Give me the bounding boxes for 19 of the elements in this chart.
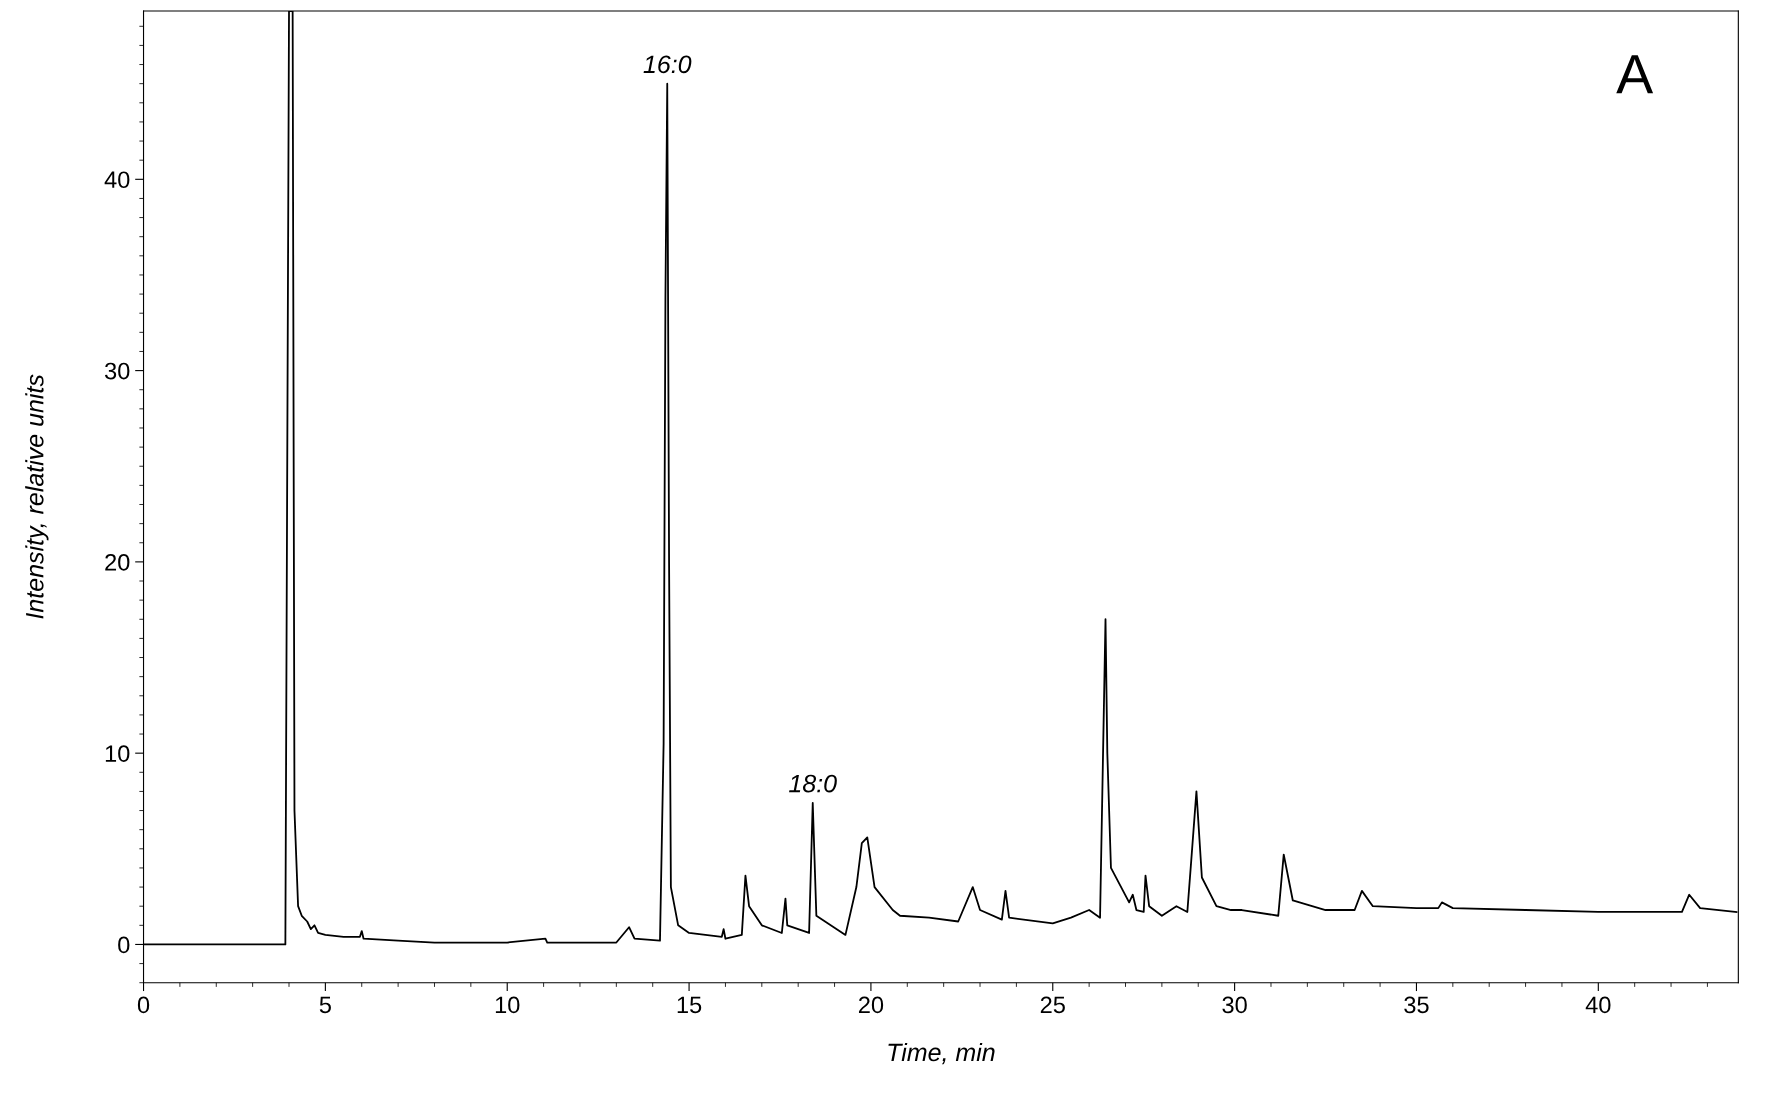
x-tick-label: 0	[137, 996, 150, 1014]
annotation: 16:0	[643, 55, 692, 74]
x-tick-label: 10	[495, 996, 520, 1014]
y-tick-label: 10	[105, 745, 130, 762]
x-axis-title: Time, min	[888, 1042, 995, 1065]
x-tick-label: 15	[677, 996, 702, 1014]
x-tick-label: 40	[1585, 996, 1611, 1014]
x-tick-label: 5	[319, 996, 331, 1014]
y-tick-label: 20	[105, 553, 130, 571]
y-tick-label: 40	[104, 171, 130, 189]
y-tick-label: 0	[118, 936, 130, 954]
x-tick-label: 30	[1222, 996, 1247, 1014]
annotation: 18:0	[789, 774, 837, 793]
x-tick-label: 25	[1040, 996, 1065, 1014]
y-tick-label: 30	[104, 362, 130, 380]
x-tick-label: 35	[1404, 996, 1429, 1014]
x-tick-label: 20	[858, 996, 884, 1014]
annotation: A	[1616, 55, 1654, 94]
y-axis-title: Intensity, relative units	[25, 374, 49, 619]
